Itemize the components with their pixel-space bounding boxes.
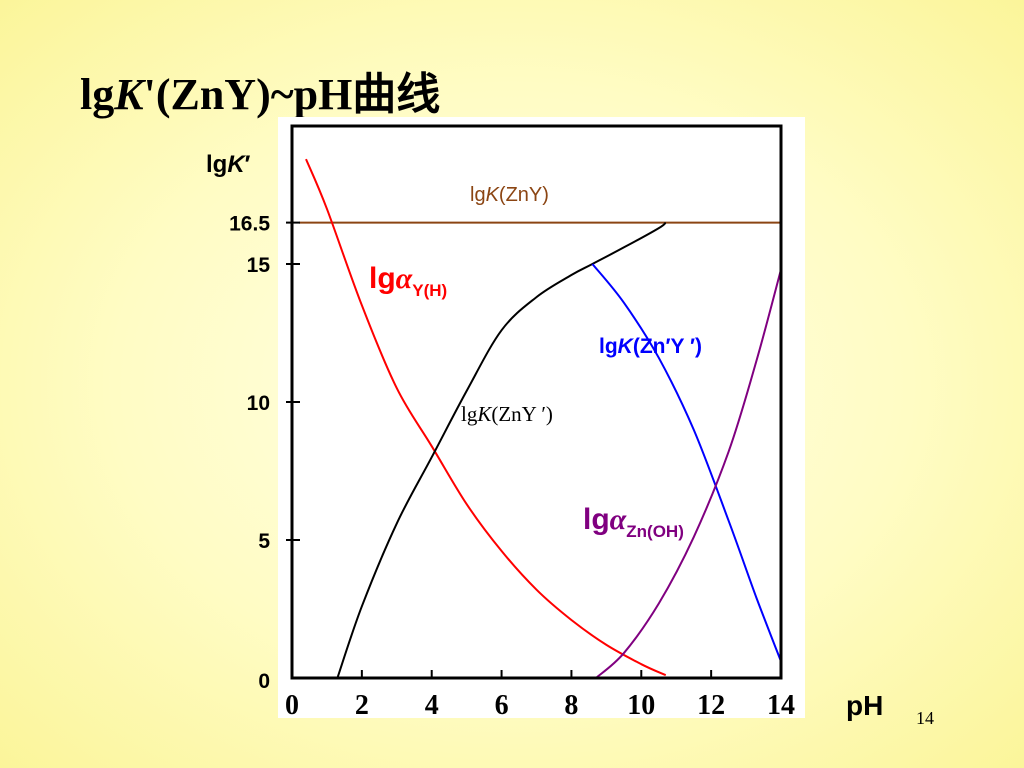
y-axis-label-prime: ′ <box>245 151 251 178</box>
title-suffix: (ZnY)~pH曲线 <box>155 70 441 119</box>
x-tick-label: 4 <box>425 690 439 721</box>
title-prime: ' <box>143 70 156 119</box>
page-number: 14 <box>916 708 934 728</box>
title-k: K <box>114 70 144 119</box>
x-tick-label: 0 <box>285 690 299 721</box>
curves-layer <box>299 158 782 679</box>
x-tick-label: 2 <box>355 690 369 721</box>
series-label-lgk-zn-prime-y-prime: lgK(Zn′Y ′) <box>599 335 702 358</box>
series-label-lgk-zny-rest: (ZnY) <box>499 184 549 206</box>
x-tick-label: 12 <box>697 690 725 721</box>
series-label-lg-alpha-zn-sub: Zn(OH) <box>626 522 684 541</box>
series-line-2 <box>336 221 667 679</box>
series-label-lgk-znpy-k: K <box>618 335 635 358</box>
chart-panel <box>278 117 805 718</box>
series-line-1 <box>305 158 667 677</box>
series-label-lg-alpha-zn-alpha: α <box>610 503 627 536</box>
title-prefix: lg <box>80 70 115 119</box>
series-label-lg-alpha-y-lg: lg <box>369 262 396 295</box>
y-axis-label-k: K <box>227 151 246 178</box>
series-label-lgk-zny-prime: lgK(ZnY ′) <box>461 402 553 426</box>
series-label-lgk-zny-prime-lg: lg <box>461 402 478 426</box>
ticks-layer: 0 2 4 6 8 10 12 14 0 5 10 15 16.5 <box>229 213 795 721</box>
series-label-lg-alpha-zn-lg: lg <box>583 503 610 536</box>
series-label-lg-alpha-y-alpha: α <box>396 262 413 295</box>
y-tick-label: 5 <box>258 530 270 553</box>
y-tick-label: 0 <box>258 670 270 693</box>
series-line-4 <box>595 269 782 679</box>
x-tick-label: 14 <box>767 690 795 721</box>
y-tick-label: 16.5 <box>229 213 270 236</box>
series-label-lgk-zny-prime-rest: (ZnY ′) <box>491 402 553 426</box>
series-label-lg-alpha-y-sub: Y(H) <box>412 281 447 300</box>
x-tick-label: 10 <box>627 690 655 721</box>
y-axis-label: lgK′ <box>206 151 251 178</box>
series-label-lgk-zny-lg: lg <box>470 184 486 206</box>
x-tick-label: 8 <box>564 690 578 721</box>
y-tick-label: 15 <box>247 254 271 277</box>
y-tick-label: 10 <box>247 392 270 415</box>
y-axis-label-lg: lg <box>206 151 227 178</box>
x-tick-label: 6 <box>495 690 509 721</box>
series-label-lgk-znpy-rest: (Zn′Y ′) <box>633 335 702 358</box>
series-label-lg-alpha-y: lgαY(H) <box>369 262 447 300</box>
series-label-lgk-zny-prime-k: K <box>476 402 492 426</box>
x-axis-label: pH <box>846 690 883 721</box>
series-label-lgk-zny: lgK(ZnY) <box>470 184 549 206</box>
series-label-lgk-zny-k: K <box>486 184 501 206</box>
series-label-lgk-znpy-lg: lg <box>599 335 618 358</box>
slide-title: lgK'(ZnY)~pH曲线 <box>80 58 440 122</box>
series-line-3 <box>591 263 782 662</box>
series-label-lg-alpha-zn: lgαZn(OH) <box>583 503 684 541</box>
